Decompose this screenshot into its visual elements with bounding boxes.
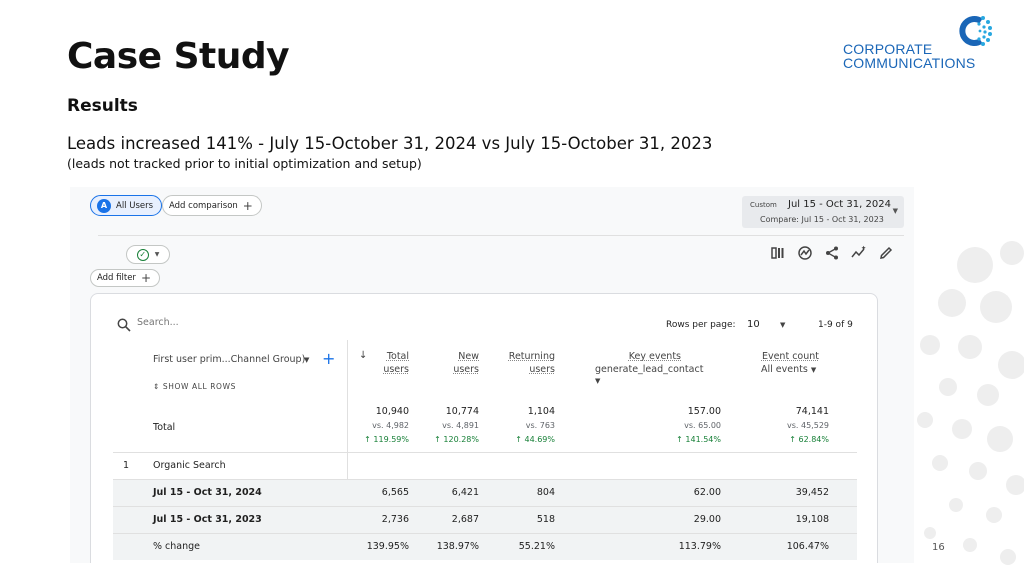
chevron-down-icon: ▼ bbox=[154, 251, 160, 258]
rows-per-page-label: Rows per page: bbox=[666, 320, 736, 330]
report-toolbar bbox=[770, 245, 894, 261]
logo-line-2: COMMUNICATIONS bbox=[843, 55, 976, 71]
total-compare: vs. 4,891 bbox=[442, 421, 479, 430]
table-row[interactable]: Jul 15 - Oct 31, 2023 2,736 2,687 518 29… bbox=[113, 507, 857, 533]
total-change: ↑ 120.28% bbox=[434, 435, 479, 444]
decorative-dots bbox=[917, 241, 1024, 565]
key-events-selector[interactable]: generate_lead_contact ▼ bbox=[595, 364, 704, 385]
date-range-picker[interactable]: Custom Jul 15 - Oct 31, 2024 Compare: Ju… bbox=[742, 196, 904, 228]
add-comparison-button[interactable]: Add comparison + bbox=[162, 195, 262, 216]
rows-per-page-select[interactable]: 10 bbox=[747, 319, 760, 330]
plus-icon: + bbox=[140, 271, 151, 285]
total-compare: vs. 4,982 bbox=[372, 421, 409, 430]
logo-line-1: CORPORATE bbox=[843, 41, 933, 57]
total-compare: vs. 763 bbox=[525, 421, 555, 430]
table-row[interactable]: 1 Organic Search bbox=[113, 453, 857, 479]
total-compare: vs. 45,529 bbox=[787, 421, 829, 430]
chevron-down-icon: ▼ bbox=[892, 207, 898, 215]
chevron-down-icon[interactable]: ▼ bbox=[304, 356, 310, 364]
total-value: 10,774 bbox=[445, 406, 479, 417]
slide-subtitle: Results bbox=[67, 96, 138, 116]
report-status-dropdown[interactable]: ✓ ▼ bbox=[126, 245, 170, 264]
date-custom-label: Custom bbox=[750, 201, 777, 209]
date-range: Jul 15 - Oct 31, 2024 bbox=[788, 199, 891, 210]
total-change: ↑ 62.84% bbox=[789, 435, 829, 444]
column-divider bbox=[347, 340, 348, 464]
total-change: ↑ 119.59% bbox=[364, 435, 409, 444]
row-divider bbox=[113, 506, 857, 507]
column-header-returning-users[interactable]: Returning users bbox=[508, 351, 555, 375]
total-value: 10,940 bbox=[375, 406, 409, 417]
total-compare: vs. 65.00 bbox=[684, 421, 721, 430]
add-filter-label: Add filter bbox=[97, 273, 136, 283]
column-header-new-users[interactable]: New users bbox=[453, 351, 479, 375]
page-number: 16 bbox=[932, 542, 945, 553]
column-header-key-events[interactable]: Key events bbox=[628, 351, 681, 362]
compare-columns-icon[interactable] bbox=[770, 245, 786, 261]
total-value: 1,104 bbox=[527, 406, 555, 417]
trend-icon[interactable] bbox=[851, 245, 867, 261]
add-comparison-label: Add comparison bbox=[169, 200, 238, 211]
total-change: ↑ 141.54% bbox=[676, 435, 721, 444]
company-logo: CORPORATE COMMUNICATIONS bbox=[843, 12, 1008, 74]
dimension-header[interactable]: First user prim...Channel Group) bbox=[153, 354, 306, 365]
row-divider bbox=[113, 479, 857, 480]
column-header-event-count[interactable]: Event count bbox=[761, 351, 819, 362]
event-count-selector[interactable]: All events ▼ bbox=[761, 364, 817, 375]
logo-mark-icon bbox=[959, 16, 992, 46]
date-compare: Compare: Jul 15 - Oct 31, 2023 bbox=[760, 215, 884, 224]
plus-icon: + bbox=[242, 198, 253, 213]
show-all-rows-button[interactable]: ⇕ SHOW ALL ROWS bbox=[153, 382, 236, 391]
analytics-report-screenshot: A All Users Add comparison + Custom Jul … bbox=[70, 187, 914, 563]
sort-descending-icon[interactable]: ↓ bbox=[359, 350, 368, 361]
slide-note: (leads not tracked prior to initial opti… bbox=[67, 156, 422, 171]
table-row[interactable]: Jul 15 - Oct 31, 2024 6,565 6,421 804 62… bbox=[113, 480, 857, 506]
header-divider bbox=[98, 235, 904, 236]
total-row-label: Total bbox=[153, 422, 176, 433]
total-change: ↑ 44.69% bbox=[515, 435, 555, 444]
edit-icon[interactable] bbox=[878, 245, 894, 261]
data-table-card: Rows per page: 10 ▼ 1-9 of 9 First user … bbox=[90, 293, 878, 563]
column-header-total-users[interactable]: Total users bbox=[383, 351, 409, 375]
slide-headline: Leads increased 141% - July 15-October 3… bbox=[67, 134, 713, 153]
chevron-down-icon[interactable]: ▼ bbox=[780, 321, 786, 329]
check-circle-icon: ✓ bbox=[136, 248, 149, 261]
search-icon bbox=[117, 318, 131, 332]
search-input[interactable] bbox=[137, 317, 257, 328]
insights-icon[interactable] bbox=[797, 245, 813, 261]
segment-all-users[interactable]: A All Users bbox=[90, 195, 163, 216]
segment-avatar: A bbox=[97, 198, 111, 213]
total-value: 74,141 bbox=[795, 406, 829, 417]
total-value: 157.00 bbox=[687, 406, 721, 417]
row-divider bbox=[113, 452, 857, 453]
segment-label: All Users bbox=[116, 200, 154, 211]
add-filter-button[interactable]: Add filter + bbox=[90, 269, 160, 287]
slide-title: Case Study bbox=[67, 36, 290, 77]
add-dimension-icon[interactable]: + bbox=[322, 349, 336, 368]
share-icon[interactable] bbox=[824, 245, 840, 261]
table-row[interactable]: % change 139.95% 138.97% 55.21% 113.79% … bbox=[113, 534, 857, 560]
page-count: 1-9 of 9 bbox=[818, 320, 853, 330]
row-divider bbox=[113, 533, 857, 534]
